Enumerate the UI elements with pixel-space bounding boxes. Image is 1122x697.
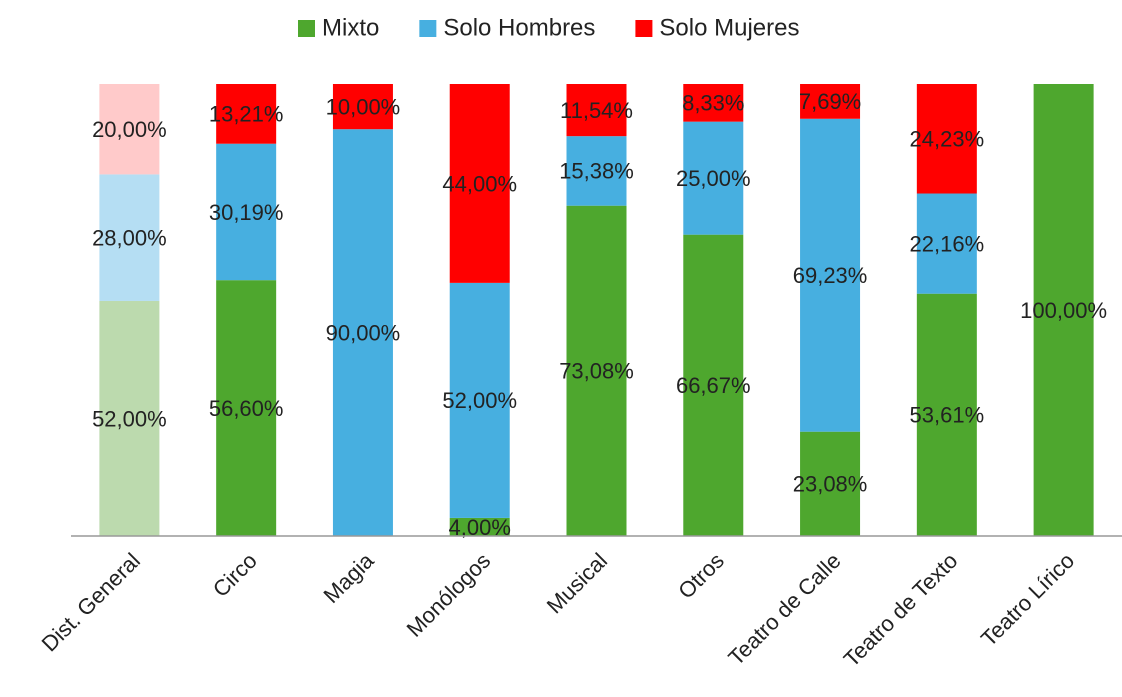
x-tick-label: Teatro de Texto <box>839 548 963 672</box>
bar-segment <box>99 174 160 301</box>
legend-swatch <box>419 20 437 37</box>
bar-segment <box>99 84 160 175</box>
bar-segment <box>566 136 627 206</box>
value-label: 22,16% <box>910 231 985 256</box>
bar-segment <box>566 205 627 536</box>
value-label: 25,00% <box>676 166 751 191</box>
bar-segment <box>216 84 277 144</box>
bar-segment <box>216 280 277 536</box>
value-label: 44,00% <box>442 171 517 196</box>
bar-segment <box>99 300 160 536</box>
value-label: 30,19% <box>209 200 284 225</box>
legend-label: Mixto <box>322 14 379 41</box>
value-label: 8,33% <box>682 91 744 116</box>
value-label: 15,38% <box>559 159 634 184</box>
bar-segment <box>332 129 393 536</box>
value-label: 52,00% <box>92 406 167 431</box>
bar-segment <box>449 517 510 536</box>
x-tick-label: Teatro Lírico <box>976 548 1079 651</box>
value-label: 66,67% <box>676 373 751 398</box>
x-tick-label: Otros <box>673 548 729 604</box>
value-label: 56,60% <box>209 396 284 421</box>
value-label: 69,23% <box>793 263 868 288</box>
value-label: 100,00% <box>1020 298 1107 323</box>
legend-label: Solo Hombres <box>443 14 595 41</box>
bar-segment <box>800 118 861 432</box>
bar-segment <box>800 84 861 119</box>
bar-segment <box>683 121 744 235</box>
legend-swatch <box>635 20 653 37</box>
x-tick-label: Teatro de Calle <box>723 548 845 670</box>
x-tick-label: Monólogos <box>402 548 496 642</box>
value-label: 28,00% <box>92 225 167 250</box>
bar-segment <box>216 143 277 281</box>
bar-segment <box>800 431 861 536</box>
value-label: 53,61% <box>910 403 985 428</box>
bar-segment <box>916 293 977 536</box>
x-tick-label: Musical <box>542 548 612 618</box>
value-label: 11,54% <box>560 98 633 123</box>
value-label: 52,00% <box>442 388 517 413</box>
legend-label: Solo Mujeres <box>659 14 799 41</box>
bar-segment <box>683 234 744 536</box>
value-label: 20,00% <box>92 117 167 142</box>
x-tick-label: Circo <box>208 548 262 602</box>
bar-segment <box>449 84 510 283</box>
bar-segment <box>1033 84 1094 536</box>
x-tick-label: Magia <box>319 547 380 608</box>
value-label: 90,00% <box>326 320 401 345</box>
bar-segment <box>916 84 977 194</box>
value-label: 73,08% <box>559 359 634 384</box>
legend-swatch <box>298 20 315 37</box>
bar-segment <box>566 84 627 137</box>
value-label: 24,23% <box>910 127 985 152</box>
bar-segment <box>683 84 744 122</box>
bar-segment <box>449 282 510 518</box>
value-label: 10,00% <box>326 94 401 119</box>
value-label: 13,21% <box>209 102 284 127</box>
x-tick-label: Dist. General <box>37 548 145 656</box>
bar-segment <box>916 193 977 294</box>
value-label: 7,69% <box>799 89 861 114</box>
bar-segment <box>332 84 393 130</box>
value-label: 23,08% <box>793 472 868 497</box>
